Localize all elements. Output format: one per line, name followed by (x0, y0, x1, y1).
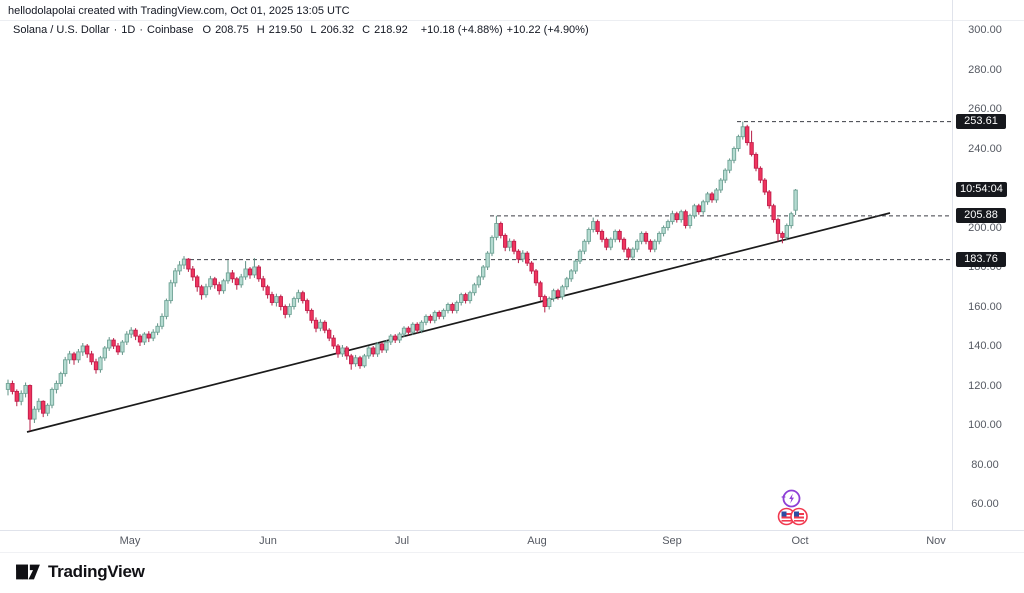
tradingview-logomark-icon (16, 564, 40, 580)
legend-separator-2: · (139, 24, 144, 36)
us-flags-event-icon[interactable] (777, 507, 809, 526)
time-axis-label-jul: Jul (394, 535, 410, 547)
price-axis-label: 120.00 (968, 380, 1002, 392)
pane-divider (0, 20, 1024, 21)
high-value: H 219.50 (256, 24, 303, 36)
price-axis-label: 260.00 (968, 103, 1002, 115)
price-chart-pane[interactable] (0, 0, 952, 530)
price-axis-label: 80.00 (971, 459, 999, 471)
change-value: +10.18 (+4.88%) (420, 24, 503, 36)
time-axis[interactable]: May Jun Jul Aug Sep Oct Nov (0, 530, 1024, 553)
time-axis-label-nov: Nov (926, 535, 946, 547)
change-extended-value: +10.22 (+4.90%) (506, 24, 589, 36)
price-axis-label: 240.00 (968, 143, 1002, 155)
bar-countdown-badge: 10:54:04 (956, 182, 1007, 197)
close-value: C 218.92 (362, 24, 408, 36)
open-value: O 208.75 (202, 24, 249, 36)
symbol-legend: Solana / U.S. Dollar · 1D · Coinbase O 208.75 H… (13, 24, 593, 36)
price-axis-label: 140.00 (968, 340, 1002, 352)
lightning-event-icon[interactable] (780, 488, 801, 509)
time-axis-label-may: May (119, 535, 141, 547)
price-axis[interactable]: 300.00280.00260.00240.00220.00200.00180.… (952, 0, 1024, 530)
level-badge-253-61: 253.61 (956, 114, 1006, 129)
symbol-title[interactable]: Solana / U.S. Dollar (13, 24, 110, 36)
time-axis-label-sep: Sep (662, 535, 682, 547)
low-value: L 206.32 (310, 24, 355, 36)
tradingview-logo[interactable]: TradingView (15, 561, 145, 583)
tradingview-logo-text: TradingView (48, 562, 145, 581)
price-axis-label: 300.00 (968, 24, 1002, 36)
price-axis-label: 200.00 (968, 222, 1002, 234)
attribution-text: hellodolapolai created with TradingView.… (8, 5, 350, 17)
legend-separator-1: · (113, 24, 118, 36)
level-badge-205-88: 205.88 (956, 208, 1006, 223)
candlestick-series[interactable] (5, 121, 798, 431)
price-axis-label: 100.00 (968, 419, 1002, 431)
interval-label[interactable]: 1D (121, 24, 136, 36)
us-flag-icon (790, 507, 808, 526)
price-axis-label: 280.00 (968, 64, 1002, 76)
price-axis-label: 60.00 (971, 498, 999, 510)
time-axis-label-aug: Aug (527, 535, 547, 547)
time-axis-label-jun: Jun (259, 535, 277, 547)
time-axis-label-oct: Oct (791, 535, 809, 547)
ascending-trendline[interactable] (26, 212, 891, 433)
level-badge-183-76: 183.76 (956, 252, 1006, 267)
exchange-label: Coinbase (147, 24, 194, 36)
price-axis-label: 160.00 (968, 301, 1002, 313)
